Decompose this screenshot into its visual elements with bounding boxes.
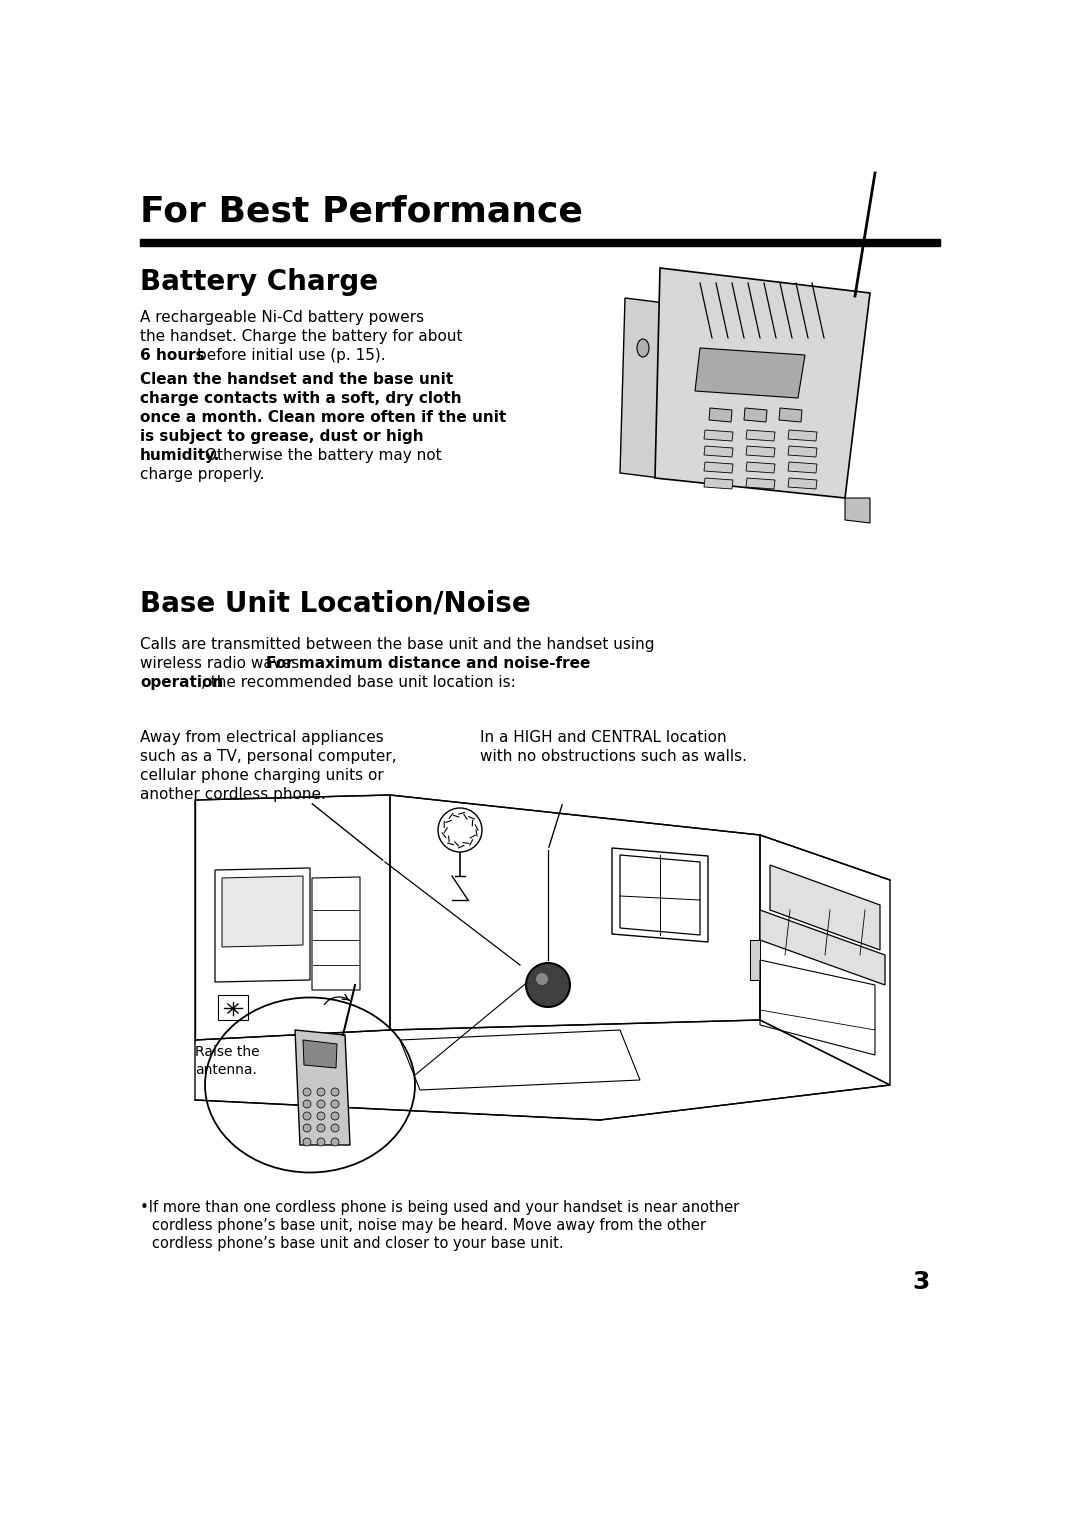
Circle shape: [303, 1088, 311, 1096]
Text: is subject to grease, dust or high: is subject to grease, dust or high: [140, 429, 423, 445]
Ellipse shape: [637, 339, 649, 358]
Polygon shape: [295, 1030, 350, 1144]
Polygon shape: [654, 267, 870, 498]
Text: Battery Charge: Battery Charge: [140, 267, 378, 296]
Text: once a month. Clean more often if the unit: once a month. Clean more often if the un…: [140, 410, 507, 425]
Circle shape: [330, 1088, 339, 1096]
Circle shape: [438, 808, 482, 853]
Text: cordless phone’s base unit, noise may be heard. Move away from the other: cordless phone’s base unit, noise may be…: [152, 1218, 706, 1233]
Text: Base Unit Location/Noise: Base Unit Location/Noise: [140, 590, 530, 617]
Polygon shape: [620, 298, 665, 478]
Polygon shape: [746, 478, 775, 489]
Text: , the recommended base unit location is:: , the recommended base unit location is:: [201, 675, 516, 691]
Text: antenna.: antenna.: [195, 1063, 257, 1077]
Text: cordless phone’s base unit and closer to your base unit.: cordless phone’s base unit and closer to…: [152, 1236, 564, 1251]
Polygon shape: [222, 876, 303, 947]
Polygon shape: [303, 1041, 337, 1068]
Text: 6 hours: 6 hours: [140, 348, 204, 364]
Text: such as a TV, personal computer,: such as a TV, personal computer,: [140, 749, 396, 764]
Polygon shape: [746, 446, 775, 457]
Polygon shape: [788, 461, 816, 474]
Polygon shape: [696, 348, 805, 397]
Circle shape: [303, 1138, 311, 1146]
Circle shape: [330, 1125, 339, 1132]
Text: with no obstructions such as walls.: with no obstructions such as walls.: [480, 749, 747, 764]
Polygon shape: [788, 446, 816, 457]
Circle shape: [330, 1138, 339, 1146]
Text: For Best Performance: For Best Performance: [140, 196, 583, 229]
Polygon shape: [708, 408, 732, 422]
Text: humidity.: humidity.: [140, 448, 220, 463]
Polygon shape: [750, 940, 760, 979]
Text: In a HIGH and CENTRAL location: In a HIGH and CENTRAL location: [480, 730, 727, 746]
Circle shape: [318, 1112, 325, 1120]
Text: wireless radio waves.: wireless radio waves.: [140, 656, 309, 671]
Text: 3: 3: [913, 1270, 930, 1294]
Text: A rechargeable Ni-Cd battery powers: A rechargeable Ni-Cd battery powers: [140, 310, 424, 325]
Polygon shape: [788, 478, 816, 489]
Text: charge properly.: charge properly.: [140, 468, 265, 481]
Circle shape: [303, 1125, 311, 1132]
Circle shape: [526, 963, 570, 1007]
Text: another cordless phone.: another cordless phone.: [140, 787, 326, 802]
Circle shape: [303, 1112, 311, 1120]
Polygon shape: [845, 498, 870, 523]
Text: Otherwise the battery may not: Otherwise the battery may not: [205, 448, 442, 463]
Polygon shape: [704, 446, 733, 457]
Text: Away from electrical appliances: Away from electrical appliances: [140, 730, 383, 746]
Polygon shape: [779, 408, 802, 422]
Polygon shape: [744, 408, 767, 422]
Circle shape: [536, 973, 548, 986]
Circle shape: [330, 1112, 339, 1120]
Bar: [140, 238, 940, 246]
Text: Clean the handset and the base unit: Clean the handset and the base unit: [140, 371, 454, 387]
Circle shape: [318, 1138, 325, 1146]
Text: before initial use (p. 15).: before initial use (p. 15).: [197, 348, 386, 364]
Circle shape: [318, 1100, 325, 1108]
Text: operation: operation: [140, 675, 224, 691]
Text: •If more than one cordless phone is being used and your handset is near another: •If more than one cordless phone is bein…: [140, 1199, 739, 1215]
Polygon shape: [746, 429, 775, 442]
Polygon shape: [704, 478, 733, 489]
Circle shape: [330, 1100, 339, 1108]
Circle shape: [318, 1088, 325, 1096]
Text: charge contacts with a soft, dry cloth: charge contacts with a soft, dry cloth: [140, 391, 461, 406]
Circle shape: [318, 1125, 325, 1132]
Polygon shape: [746, 461, 775, 474]
Text: For maximum distance and noise-free: For maximum distance and noise-free: [266, 656, 591, 671]
Circle shape: [303, 1100, 311, 1108]
Polygon shape: [704, 461, 733, 474]
Text: the handset. Charge the battery for about: the handset. Charge the battery for abou…: [140, 329, 462, 344]
Polygon shape: [760, 911, 885, 986]
Polygon shape: [788, 429, 816, 442]
Polygon shape: [770, 865, 880, 950]
Polygon shape: [704, 429, 733, 442]
Text: Raise the: Raise the: [195, 1045, 259, 1059]
Text: cellular phone charging units or: cellular phone charging units or: [140, 769, 383, 782]
Text: Calls are transmitted between the base unit and the handset using: Calls are transmitted between the base u…: [140, 637, 654, 652]
